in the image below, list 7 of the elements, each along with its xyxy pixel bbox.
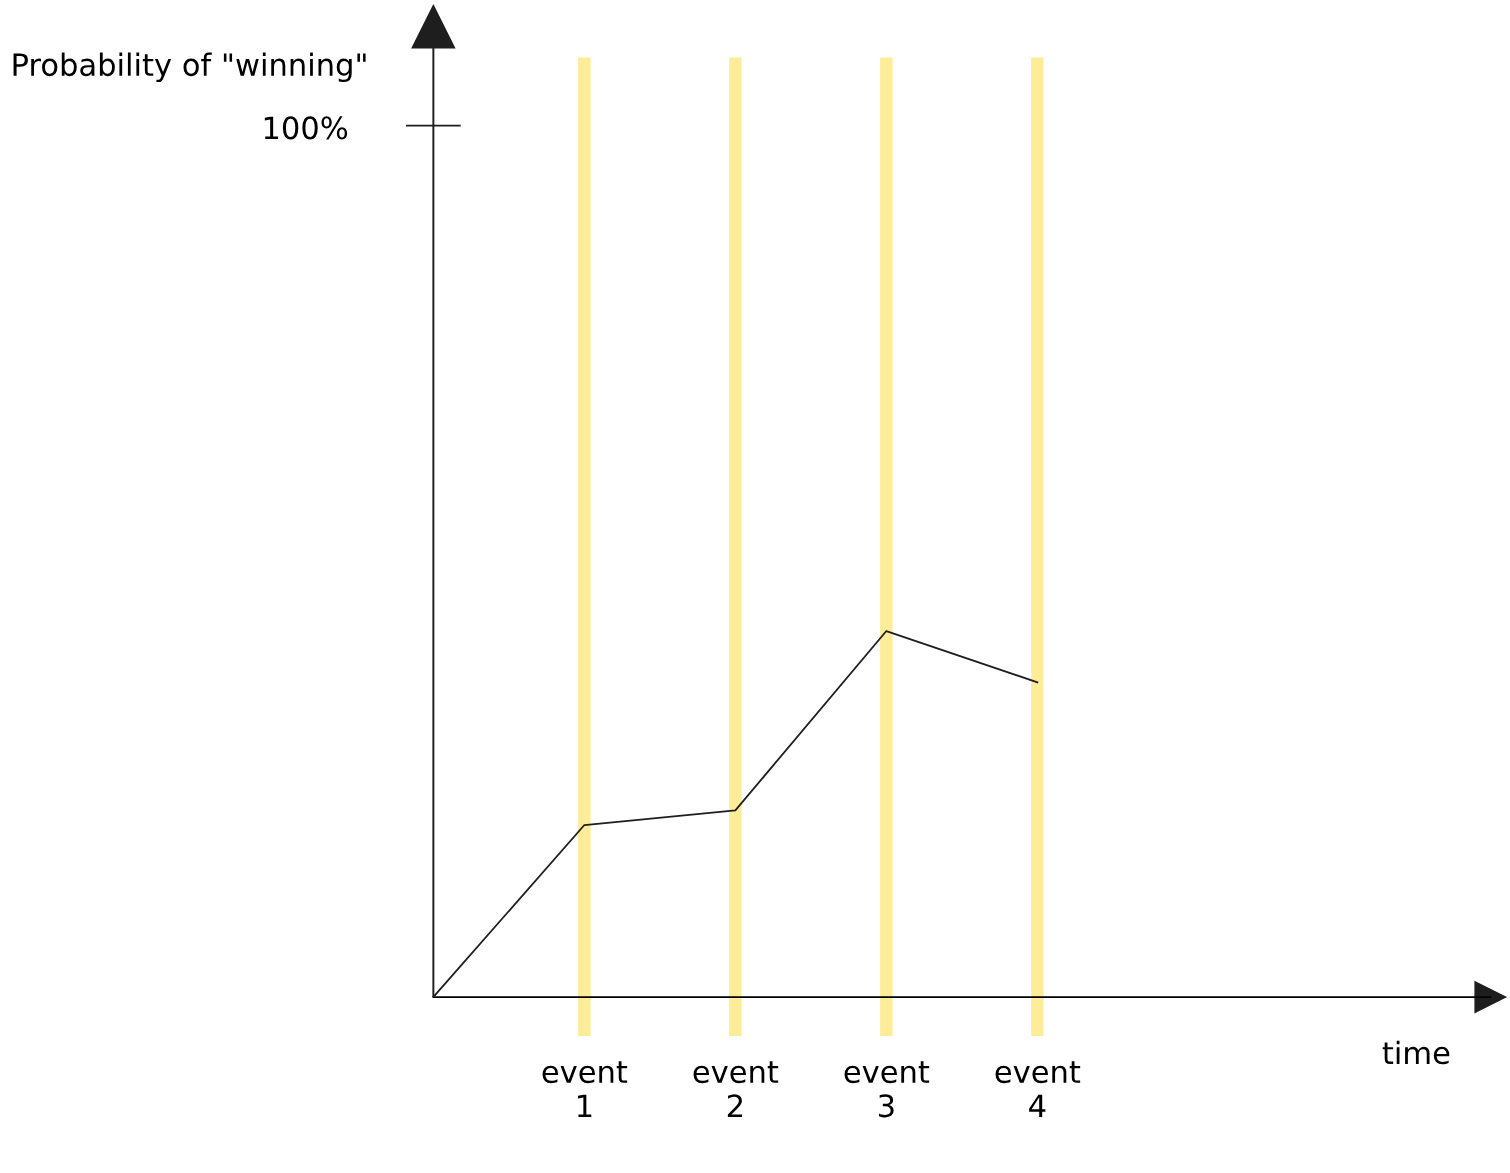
text: 100% (264, 116, 348, 140)
x-tick-label: event 1 (542, 1061, 628, 1117)
x-tick-label: event 3 (844, 1061, 930, 1118)
x-tick-label: event 2 (693, 1061, 779, 1117)
x-tick-label: event 4 (995, 1061, 1081, 1117)
text: Probability of "winning" (13, 52, 366, 83)
text: time (1382, 1040, 1450, 1065)
